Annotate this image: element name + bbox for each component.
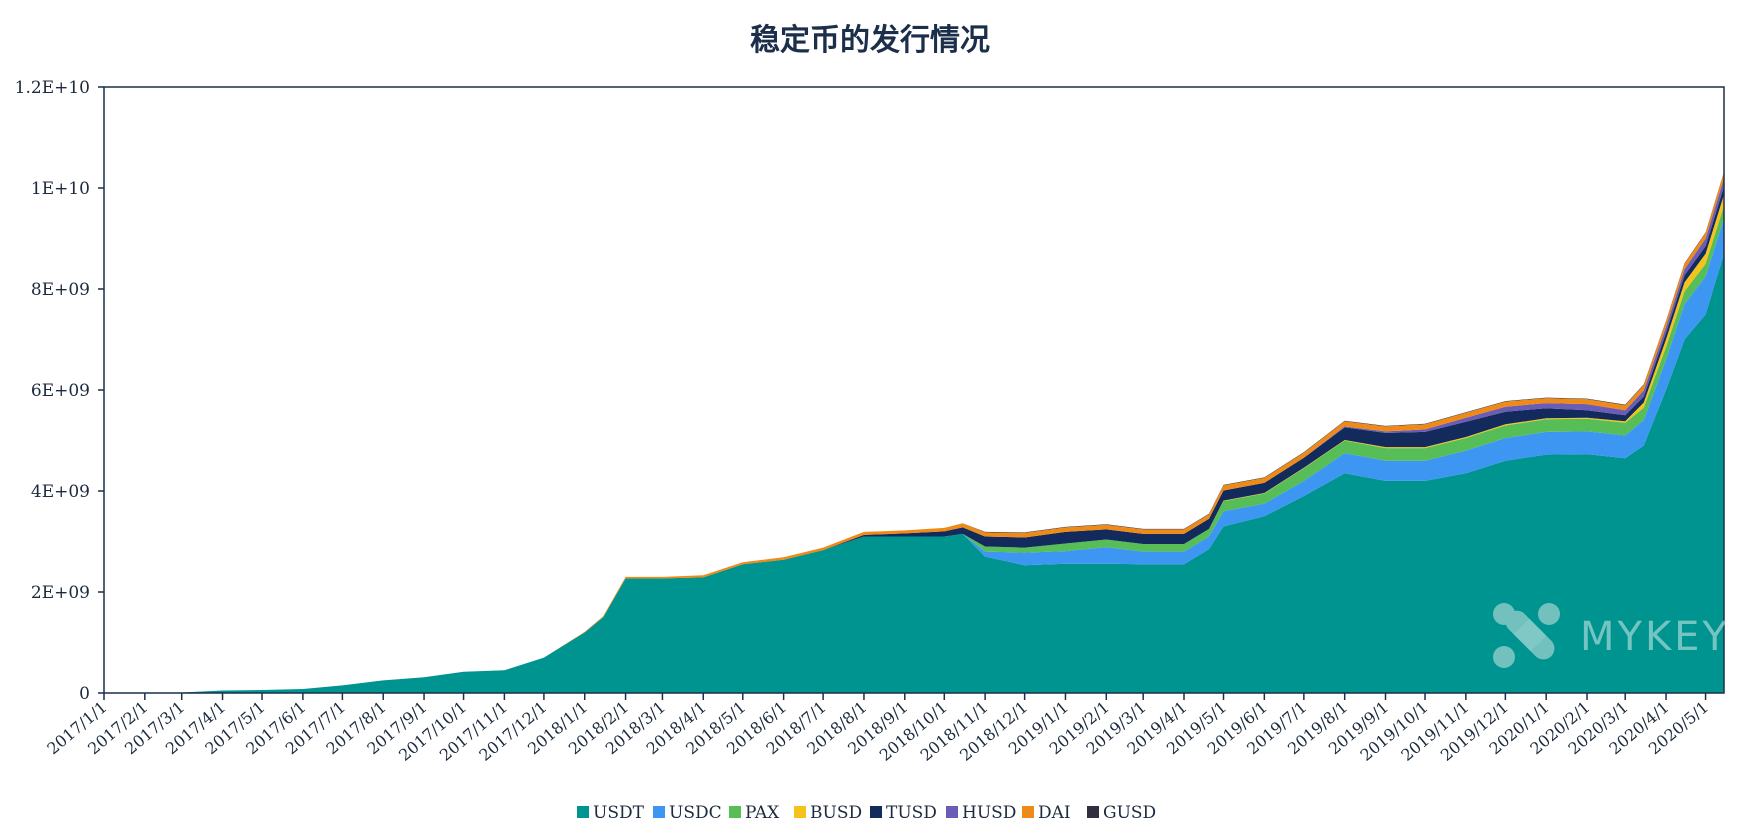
legend-label-busd: BUSD bbox=[810, 803, 862, 823]
legend-label-pax: PAX bbox=[745, 803, 780, 823]
legend-swatch-usdt bbox=[577, 806, 589, 818]
area-pax bbox=[104, 205, 1724, 693]
legend-swatch-husd bbox=[946, 806, 958, 818]
legend-swatch-busd bbox=[794, 806, 806, 818]
y-tick-label: 1.2E+10 bbox=[15, 78, 90, 98]
legend: USDT USDC PAX BUSD TUSD HUSD DAI GUSD bbox=[577, 803, 1156, 823]
y-tick-label: 6E+09 bbox=[31, 381, 90, 401]
legend-swatch-pax bbox=[729, 806, 741, 818]
y-tick-label: 1E+10 bbox=[31, 179, 90, 199]
watermark-text: MYKEY bbox=[1580, 614, 1730, 660]
legend-label-tusd: TUSD bbox=[886, 803, 937, 823]
y-tick-label: 2E+09 bbox=[31, 583, 90, 603]
chart-title: 稳定币的发行情况 bbox=[750, 23, 990, 58]
y-tick-label: 8E+09 bbox=[31, 280, 90, 300]
legend-label-usdt: USDT bbox=[593, 803, 645, 823]
y-tick-label: 4E+09 bbox=[31, 482, 90, 502]
y-tick-label: 0 bbox=[79, 684, 90, 704]
area-tusd bbox=[104, 186, 1724, 693]
legend-swatch-usdc bbox=[653, 806, 665, 818]
area-usdt bbox=[104, 253, 1724, 693]
mykey-logo-icon bbox=[1493, 603, 1560, 668]
series-areas bbox=[104, 171, 1724, 694]
y-axis: 0 2E+09 4E+09 6E+09 8E+09 1E+10 1.2E+10 bbox=[15, 78, 104, 704]
legend-label-dai: DAI bbox=[1038, 803, 1071, 823]
legend-label-gusd: GUSD bbox=[1103, 803, 1156, 823]
legend-swatch-gusd bbox=[1087, 806, 1099, 818]
legend-swatch-tusd bbox=[870, 806, 882, 818]
x-axis: 2017/1/12017/2/12017/3/12017/4/12017/5/1… bbox=[43, 693, 1712, 765]
legend-label-usdc: USDC bbox=[669, 803, 722, 823]
legend-label-husd: HUSD bbox=[962, 803, 1016, 823]
legend-swatch-dai bbox=[1022, 806, 1034, 818]
watermark: MYKEY bbox=[1493, 603, 1730, 668]
